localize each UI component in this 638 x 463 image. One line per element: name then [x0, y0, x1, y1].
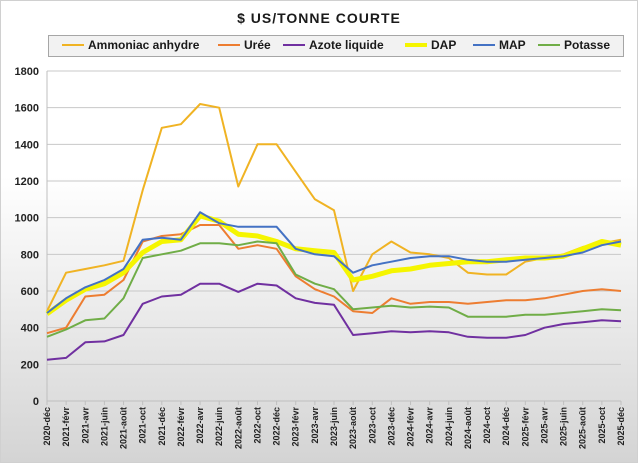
x-tick-label: 2021-févr [61, 407, 71, 447]
legend-label: Urée [244, 38, 271, 52]
series-line [46, 240, 622, 338]
x-tick-label: 2025-avr [539, 407, 549, 444]
legend-label: MAP [499, 38, 526, 52]
x-tick-label: 2021-déc [157, 407, 167, 446]
x-tick-label: 2025-févr [520, 407, 530, 447]
y-tick-label: 600 [21, 286, 39, 298]
x-tick-label: 2024-avr [425, 407, 435, 444]
y-tick-label: 400 [21, 323, 39, 335]
x-tick-label: 2023-oct [367, 407, 377, 444]
x-tick-label: 2022-déc [272, 407, 282, 446]
x-tick-label: 2020-déc [42, 407, 52, 446]
y-tick-label: 1200 [15, 176, 39, 188]
series-line [45, 213, 622, 316]
x-tick-label: 2021-avr [80, 407, 90, 444]
x-tick-label: 2024-févr [406, 407, 416, 447]
y-tick-label: 1600 [15, 103, 39, 115]
x-tick-label: 2025-août [578, 407, 588, 449]
x-tick-label: 2023-juin [329, 407, 339, 446]
x-tick-label: 2024-oct [482, 407, 492, 444]
x-tick-label: 2022-févr [176, 407, 186, 447]
x-tick-label: 2023-avr [310, 407, 320, 444]
series-line [46, 211, 622, 314]
x-tick-label: 2024-juin [444, 407, 454, 446]
y-tick-label: 1000 [15, 213, 39, 225]
y-tick-label: 0 [33, 396, 39, 408]
y-tick-label: 1800 [15, 66, 39, 78]
legend-label: Azote liquide [309, 38, 384, 52]
y-tick-label: 1400 [15, 139, 39, 151]
x-tick-label: 2022-juin [214, 407, 224, 446]
legend-label: Ammoniac anhydre [88, 38, 200, 52]
x-tick-label: 2021-oct [138, 407, 148, 444]
series-line [46, 282, 622, 361]
x-tick-label: 2023-déc [386, 407, 396, 446]
x-tick-label: 2021-juin [99, 407, 109, 446]
y-tick-label: 800 [21, 249, 39, 261]
x-tick-label: 2024-août [463, 407, 473, 449]
x-tick-label: 2025-déc [616, 407, 626, 446]
x-tick-label: 2022-août [233, 407, 243, 449]
x-tick-label: 2023-févr [291, 407, 301, 447]
legend-label: Potasse [564, 38, 610, 52]
x-tick-label: 2023-août [348, 407, 358, 449]
x-tick-label: 2025-oct [597, 407, 607, 444]
chart-title: $ US/TONNE COURTE [237, 10, 401, 26]
x-tick-label: 2025-juin [559, 407, 569, 446]
y-tick-label: 200 [21, 359, 39, 371]
x-tick-label: 2021-août [119, 407, 129, 449]
legend-label: DAP [431, 38, 456, 52]
series-line [46, 103, 622, 312]
legend-box [48, 35, 624, 57]
x-tick-label: 2024-déc [501, 407, 511, 446]
x-tick-label: 2022-oct [252, 407, 262, 444]
x-tick-label: 2022-avr [195, 407, 205, 444]
